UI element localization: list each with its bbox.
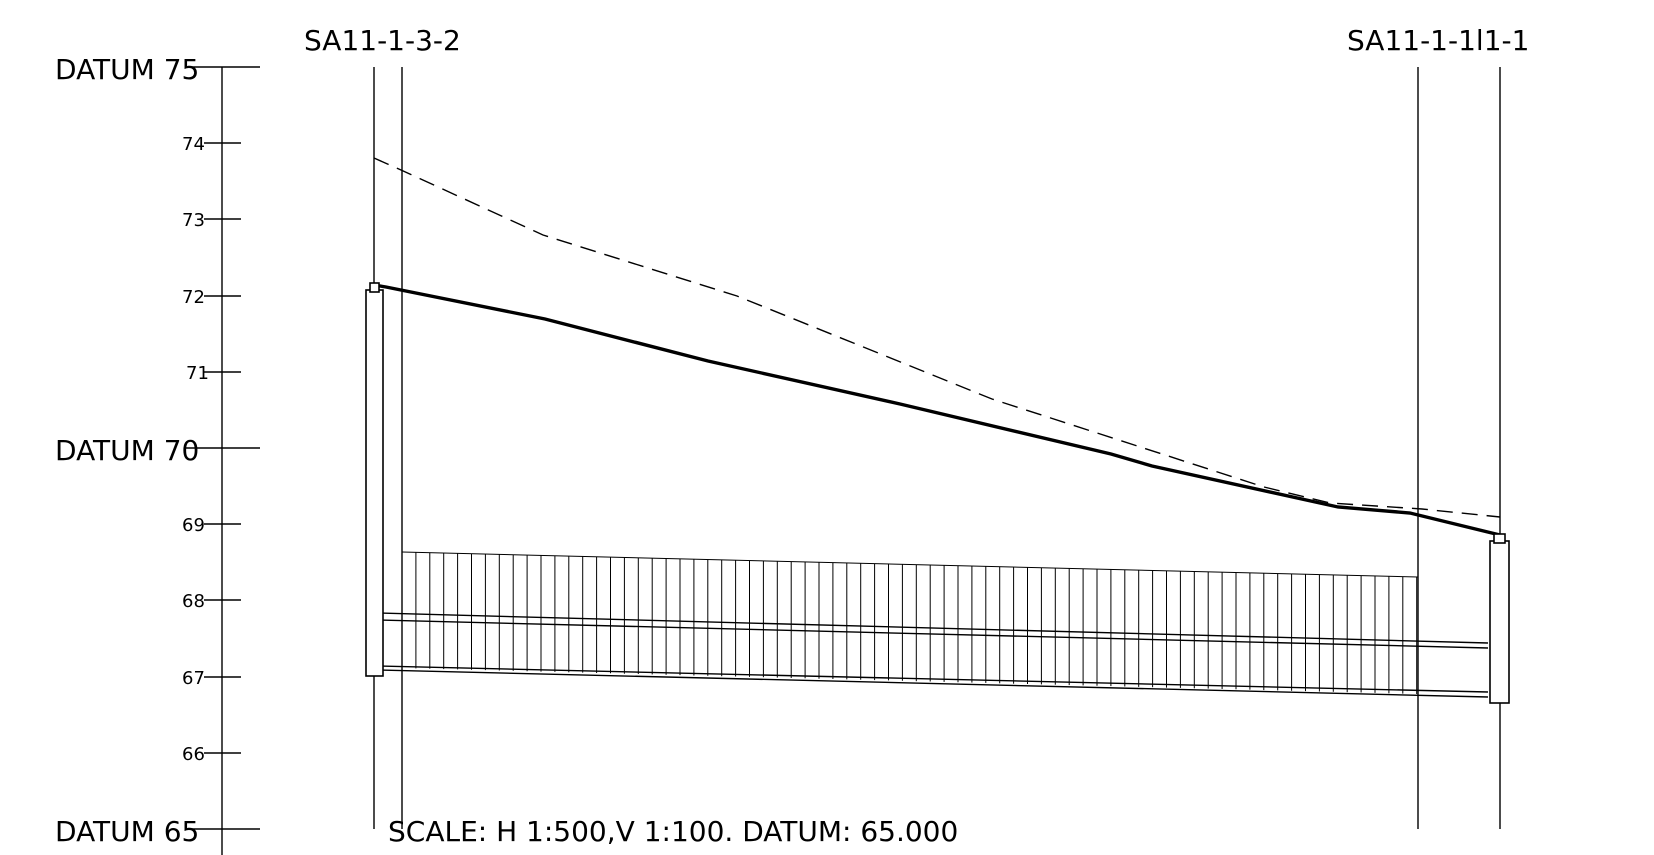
hatch-lines	[415, 552, 1418, 694]
chainage-verticals	[373, 67, 1501, 829]
level-tick-label: 66	[182, 744, 205, 765]
existing-ground-line	[373, 157, 1501, 518]
trench-hatch	[401, 551, 1419, 694]
level-tick-label: 71	[186, 363, 209, 384]
right-manhole-label: SA11-1-1l1-1	[1347, 24, 1529, 57]
level-tick-label: 69	[182, 515, 205, 536]
pipe-invert-upper	[377, 665, 1489, 693]
pipe-crown-lower	[377, 619, 1489, 649]
left-manhole	[365, 282, 384, 677]
right-manhole-cap	[1493, 533, 1506, 544]
level-tick-label: 74	[182, 134, 205, 155]
level-tick-label: 72	[182, 287, 205, 308]
trench-top-line	[401, 551, 1419, 578]
finished-ground-line	[373, 283, 1501, 537]
datum-label-65: DATUM 65	[55, 815, 199, 848]
level-tick-label: 73	[182, 210, 205, 231]
level-tick-label: 68	[182, 591, 205, 612]
level-axis	[185, 66, 260, 855]
right-manhole-shaft	[1489, 540, 1510, 704]
left-manhole-label: SA11-1-3-2	[304, 24, 461, 57]
pipe	[377, 612, 1489, 698]
right-manhole	[1489, 533, 1510, 704]
left-manhole-cap	[369, 282, 380, 293]
datum-label-75: DATUM 75	[55, 53, 199, 86]
level-tick-label: 67	[182, 668, 205, 689]
pipe-invert-lower	[377, 669, 1489, 698]
datum-label-70: DATUM 70	[55, 434, 199, 467]
scale-note: SCALE: H 1:500,V 1:100. DATUM: 65.000	[388, 815, 958, 848]
pipe-crown-upper	[377, 612, 1489, 644]
left-manhole-shaft	[365, 289, 384, 677]
